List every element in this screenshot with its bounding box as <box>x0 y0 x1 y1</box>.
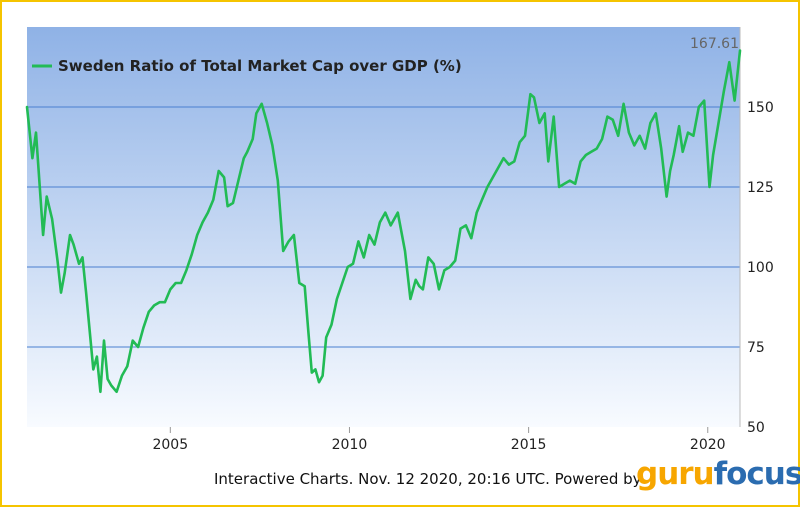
legend-label: Sweden Ratio of Total Market Cap over GD… <box>58 57 462 75</box>
y-tick-label: 125 <box>747 180 774 196</box>
footer-caption: Interactive Charts. Nov. 12 2020, 20:16 … <box>214 470 642 488</box>
series-line <box>25 49 742 394</box>
y-tick-label: 150 <box>747 100 774 116</box>
plot-area <box>27 27 740 427</box>
x-tick-label: 2010 <box>332 437 368 453</box>
logo-focus: focus <box>713 456 800 492</box>
y-tick-label: 50 <box>747 420 765 436</box>
footer-text: Interactive Charts. Nov. 12 2020, 20:16 … <box>214 470 642 488</box>
y-tick-label: 100 <box>747 260 774 276</box>
gurufocus-logo[interactable]: gurufocus <box>636 456 800 492</box>
logo-guru: guru <box>636 456 715 492</box>
legend: Sweden Ratio of Total Market Cap over GD… <box>32 57 462 75</box>
last-value-label: 167.61 <box>690 36 739 52</box>
x-tick-label: 2020 <box>690 437 726 453</box>
x-tick-label: 2005 <box>152 437 188 453</box>
x-tick-label: 2015 <box>511 437 547 453</box>
y-tick-label: 75 <box>747 340 765 356</box>
